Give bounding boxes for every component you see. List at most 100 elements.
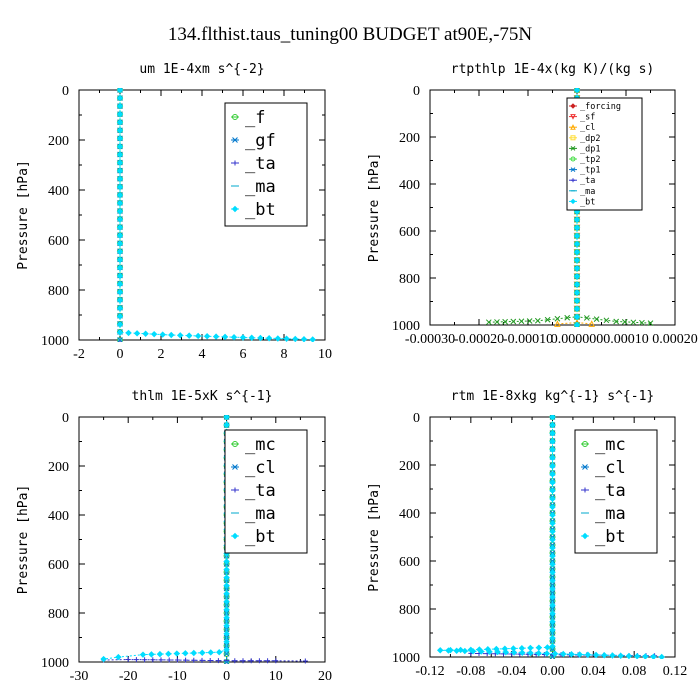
data-point_bt	[116, 111, 124, 118]
legend-box	[224, 429, 308, 554]
y-tick-label: 800	[399, 272, 420, 287]
data-point_bt	[549, 421, 556, 429]
data-point_ta	[256, 658, 262, 664]
data-point_dp1	[518, 318, 525, 325]
data-point_bt	[573, 248, 581, 256]
data-point_bt	[601, 652, 608, 659]
panel-title: rtpthlp 1E-4x(kg K)/(kg s)	[451, 62, 655, 77]
legend-marker	[570, 135, 576, 141]
data-point_bt	[133, 330, 141, 337]
data-point_bt	[549, 552, 556, 560]
data-point_bt	[573, 297, 581, 304]
legend-label: _ta	[245, 481, 276, 501]
data-point_ta	[248, 658, 254, 664]
y-tick-label: 1000	[41, 656, 69, 671]
y-tick-label: 600	[48, 234, 69, 249]
y-axis-label: Pressure [hPa]	[367, 153, 382, 263]
data-point_dp1	[534, 317, 541, 324]
y-tick-label: 0	[62, 411, 69, 426]
data-point_bt	[116, 127, 124, 134]
data-point_bt	[549, 569, 556, 576]
data-point_bt	[142, 330, 149, 337]
legend-label: _mc	[245, 435, 276, 455]
data-point_bt	[115, 653, 122, 661]
data-point_bt	[223, 638, 230, 645]
data-point_bt	[182, 650, 189, 657]
y-tick-label: 0	[62, 84, 69, 99]
data-point_bt	[116, 296, 124, 304]
data-point_dp1	[639, 319, 645, 326]
data-point_bt	[573, 256, 581, 264]
legend: _forcing_sf_cl_dp2_dp1_tp2_tp1_ta_ma_bt	[566, 97, 643, 211]
data-point_bt	[486, 648, 493, 655]
x-tick-label: 10	[269, 669, 283, 684]
legend-marker	[232, 160, 238, 166]
data-point_bt	[199, 649, 206, 656]
data-point_bt	[116, 305, 124, 312]
x-tick-label: 0.00010	[603, 332, 649, 347]
data-point_bt	[549, 438, 556, 445]
data-point_bt	[625, 652, 633, 659]
legend-label: _forcing	[580, 102, 621, 112]
data-point_bt	[116, 199, 124, 207]
figure-title: 134.flthist.taus_tuning00 BUDGET at90E,-…	[168, 24, 533, 45]
data-point_bt	[650, 653, 657, 659]
data-point_bt	[573, 224, 581, 231]
data-point_bt	[223, 646, 230, 653]
legend-marker	[570, 146, 576, 151]
data-point_bt	[116, 321, 124, 328]
data-point_ta	[150, 657, 156, 663]
data-point_bt	[116, 175, 124, 183]
legend-marker	[570, 167, 576, 172]
legend-box	[566, 97, 643, 211]
data-point_bt	[592, 651, 600, 659]
data-point_bt	[527, 644, 534, 652]
legend-label: _bt	[245, 527, 276, 547]
x-tick-label: 20	[318, 669, 332, 684]
x-tick-label: 0	[223, 669, 230, 684]
data-point_dp1	[485, 319, 492, 326]
data-point_ta	[199, 657, 205, 663]
x-tick-label: -0.00020	[454, 332, 504, 347]
y-tick-label: 1000	[392, 319, 420, 334]
series-line_bt	[103, 417, 228, 660]
data-point_bt	[568, 651, 575, 658]
data-point_bt	[309, 336, 316, 342]
data-point_dp1	[630, 319, 637, 326]
data-point_bt	[223, 574, 230, 581]
legend-label: _bt	[245, 200, 276, 220]
data-point_bt	[116, 151, 124, 158]
data-point_bt	[165, 650, 172, 658]
y-tick-label: 200	[48, 460, 69, 475]
x-tick-label: -2	[73, 347, 85, 362]
data-point_bt	[535, 644, 543, 651]
series-group	[116, 88, 316, 342]
legend-marker	[581, 532, 589, 540]
legend-label: _dp2	[580, 134, 600, 144]
x-tick-label: -0.08	[456, 664, 485, 679]
data-point_bt	[494, 648, 501, 656]
x-tick-label: 0.00	[540, 664, 565, 679]
y-tick-label: 200	[399, 459, 420, 474]
series-line_bt	[440, 417, 662, 658]
y-axis-label: Pressure [hPa]	[16, 160, 31, 270]
y-axis-label: Pressure [hPa]	[367, 482, 382, 592]
y-tick-label: 0	[413, 84, 420, 99]
data-point_bt	[274, 335, 282, 342]
legend-marker	[232, 464, 238, 470]
data-point_dp1	[554, 315, 561, 322]
data-point_bt	[116, 191, 124, 199]
data-point_bt	[116, 102, 124, 110]
data-point_bt	[549, 536, 556, 543]
data-point_ta	[142, 657, 148, 663]
legend-marker	[570, 156, 576, 162]
data-point_bt	[221, 333, 229, 341]
data-point_bt	[549, 479, 556, 486]
data-point_bt	[573, 273, 581, 280]
data-point_bt	[633, 653, 641, 659]
x-tick-label: 0.08	[622, 664, 647, 679]
data-point_ta	[265, 658, 271, 664]
data-point_bt	[257, 334, 264, 342]
y-tick-label: 400	[48, 184, 69, 199]
